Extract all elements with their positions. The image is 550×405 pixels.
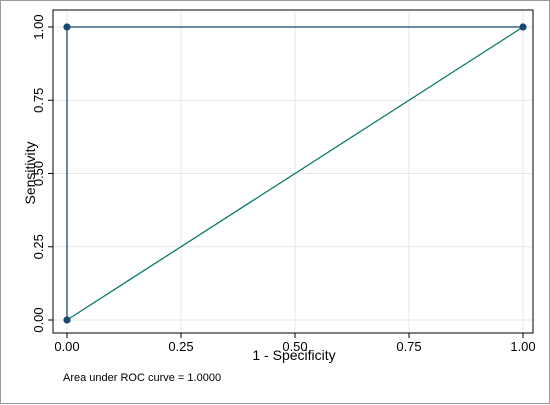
x-tick-label: 0.00 <box>54 339 79 354</box>
reference-line <box>66 26 524 321</box>
y-tick-label: 0.75 <box>31 88 46 113</box>
ticks-layer: 0.00 0.25 0.50 0.75 1.00 0.00 0.25 0.50 0.75 1.00 <box>31 14 536 354</box>
y-axis-title: Sensitivity <box>22 141 38 204</box>
x-tick-label: 1.00 <box>510 339 535 354</box>
plot-frame <box>52 9 534 334</box>
roc-point <box>63 23 71 31</box>
grid-layer <box>53 10 533 333</box>
x-tick-label: 0.75 <box>396 339 421 354</box>
roc-point <box>519 23 527 31</box>
y-tick-label: 0.00 <box>31 307 46 332</box>
roc-point <box>63 316 71 324</box>
series-layer <box>63 23 527 324</box>
y-tick-label: 0.25 <box>31 234 46 259</box>
frame-layer <box>52 9 534 334</box>
x-axis-title: 1 - Specificity <box>252 347 335 363</box>
x-tick-label: 0.50 <box>282 339 307 354</box>
y-tick-label: 1.00 <box>31 14 46 39</box>
auc-note: Area under ROC curve = 1.0000 <box>63 372 221 384</box>
y-tick-label: 0.50 <box>31 161 46 186</box>
x-tick-label: 0.25 <box>168 339 193 354</box>
